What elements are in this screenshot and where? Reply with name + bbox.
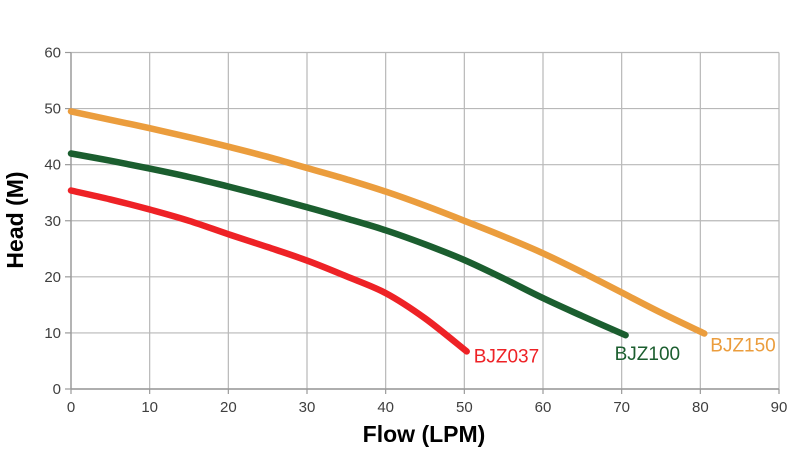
curve-bjz100 <box>67 150 629 339</box>
x-tick-label: 60 <box>535 399 552 416</box>
tick-layer: 0 10 20 30 40 50 60 70 80 90 0 10 20 30 40 50 60 <box>44 45 787 417</box>
y-axis-title: Head (M) <box>2 171 28 268</box>
y-tick-label: 60 <box>44 45 61 62</box>
curve-bjz150 <box>67 108 708 337</box>
grid-layer <box>70 51 780 390</box>
x-tick-label: 20 <box>220 399 237 416</box>
y-tick-label: 0 <box>53 381 61 398</box>
series-label-bjz100: BJZ100 <box>615 344 680 365</box>
series-label-layer: BJZ037 BJZ100 BJZ150 <box>474 335 776 367</box>
y-tick-label: 10 <box>44 325 61 342</box>
x-tick-label: 90 <box>771 399 788 416</box>
series-label-bjz037: BJZ037 <box>474 346 539 367</box>
x-tick-label: 70 <box>613 399 630 416</box>
x-tick-label: 0 <box>67 399 75 416</box>
y-tick-label: 40 <box>44 157 61 174</box>
x-tick-label: 40 <box>377 399 394 416</box>
y-tick-label: 20 <box>44 269 61 286</box>
series-label-bjz150: BJZ150 <box>710 335 775 356</box>
x-tick-label: 30 <box>299 399 316 416</box>
x-tick-label: 10 <box>141 399 158 416</box>
x-tick-label: 50 <box>456 399 473 416</box>
y-tick-label: 30 <box>44 213 61 230</box>
curve-bjz037 <box>67 187 470 355</box>
x-tick-label: 80 <box>692 399 709 416</box>
y-tick-label: 50 <box>44 101 61 118</box>
curve-layer <box>67 108 708 355</box>
x-axis-title: Flow (LPM) <box>363 421 486 447</box>
